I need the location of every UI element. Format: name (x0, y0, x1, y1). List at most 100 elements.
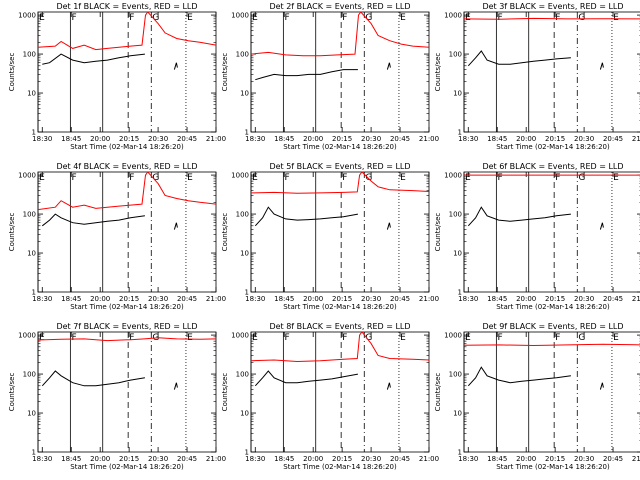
x-tick-label: 20:15 (119, 295, 139, 303)
y-tick-label: 100 (23, 51, 36, 59)
x-tick-label: 20:00 (303, 295, 323, 303)
x-tick-label: 20:00 (90, 455, 110, 463)
lld-series-line (250, 11, 430, 57)
events-series-line (467, 206, 571, 227)
mode-marker: G (578, 13, 585, 23)
y-tick-label: 1 (32, 129, 36, 137)
panel-title: Det 9f BLACK = Events, RED = LLD (482, 322, 623, 331)
y-axis-label: Counts/sec (8, 213, 16, 252)
y-axis-label: Counts/sec (221, 373, 229, 412)
x-tick-label: 18:30 (458, 135, 478, 143)
events-fragment-line (599, 222, 604, 230)
mode-marker: E (252, 173, 258, 183)
x-tick-label: 18:30 (32, 455, 52, 463)
x-tick-label: 18:45 (274, 455, 294, 463)
x-tick-label: 20:15 (545, 455, 565, 463)
mode-marker: G (578, 173, 585, 183)
mode-marker: G (578, 333, 585, 343)
mode-marker: E (187, 173, 193, 183)
events-series-line (42, 53, 145, 65)
mode-marker: F (342, 333, 347, 343)
y-tick-label: 100 (23, 371, 36, 379)
x-axis-label: Start Time (02-Mar-14 18:26:20) (496, 303, 610, 311)
x-tick-label: 20:00 (90, 135, 110, 143)
mode-marker: F (285, 173, 290, 183)
x-tick-label: 20:00 (90, 295, 110, 303)
mode-marker: F (129, 13, 134, 23)
x-tick-label: 18:45 (61, 135, 81, 143)
panel-title: Det 8f BLACK = Events, RED = LLD (269, 322, 410, 331)
mode-marker: E (613, 333, 619, 343)
x-tick-label: 20:00 (516, 295, 536, 303)
x-tick-label: 18:45 (487, 135, 507, 143)
x-tick-label: 18:45 (274, 135, 294, 143)
events-series-line (41, 213, 145, 227)
x-tick-label: 21:00 (632, 135, 640, 143)
x-tick-label: 20:30 (361, 455, 381, 463)
y-axis-label: Counts/sec (434, 373, 442, 412)
x-axis-label: Start Time (02-Mar-14 18:26:20) (283, 303, 397, 311)
plot-frame (463, 331, 640, 453)
panel-title: Det 5f BLACK = Events, RED = LLD (269, 162, 410, 171)
lld-series-line (463, 17, 640, 20)
events-series-line (41, 370, 145, 387)
x-tick-label: 20:30 (148, 295, 168, 303)
mode-marker: F (72, 13, 77, 23)
events-fragment-line (386, 382, 391, 390)
x-tick-label: 18:30 (458, 455, 478, 463)
panel-title: Det 1f BLACK = Events, RED = LLD (56, 2, 197, 11)
plot-frame (250, 11, 430, 133)
mode-marker: G (365, 333, 372, 343)
panel-det-8: Det 8f BLACK = Events, RED = LLD E F F G E 1 10… (221, 322, 439, 471)
y-tick-label: 1000 (18, 172, 36, 180)
y-tick-label: 1000 (231, 172, 249, 180)
plot-frame (37, 171, 217, 293)
x-tick-label: 18:30 (32, 135, 52, 143)
x-tick-label: 20:45 (603, 455, 623, 463)
y-tick-label: 10 (453, 90, 462, 98)
x-tick-label: 20:45 (177, 455, 197, 463)
x-tick-label: 20:45 (603, 135, 623, 143)
x-tick-label: 20:30 (148, 135, 168, 143)
mode-marker: E (613, 13, 619, 23)
mode-marker: F (498, 173, 503, 183)
events-series-line (254, 370, 358, 387)
x-tick-label: 21:00 (632, 295, 640, 303)
mode-marker: G (365, 13, 372, 23)
panel-title: Det 7f BLACK = Events, RED = LLD (56, 322, 197, 331)
mode-marker: G (152, 13, 159, 23)
y-tick-label: 10 (27, 250, 36, 258)
x-tick-label: 18:45 (487, 295, 507, 303)
events-fragment-line (599, 62, 604, 70)
y-tick-label: 1000 (18, 12, 36, 20)
y-tick-label: 1 (245, 289, 249, 297)
x-tick-label: 20:00 (516, 455, 536, 463)
mode-marker: E (39, 13, 45, 23)
x-tick-label: 18:30 (245, 295, 265, 303)
x-tick-label: 21:00 (632, 455, 640, 463)
panel-det-3: Det 3f BLACK = Events, RED = LLD E F F G E 1 10… (434, 2, 640, 151)
mode-marker: E (39, 333, 45, 343)
x-tick-label: 21:00 (206, 295, 226, 303)
mode-marker: F (498, 333, 503, 343)
mode-marker: F (72, 173, 77, 183)
x-tick-label: 20:45 (390, 455, 410, 463)
x-tick-label: 20:45 (603, 295, 623, 303)
x-axis-label: Start Time (02-Mar-14 18:26:20) (283, 463, 397, 471)
mode-marker: E (252, 13, 258, 23)
events-fragment-line (599, 382, 604, 390)
x-tick-label: 20:30 (361, 295, 381, 303)
x-tick-label: 18:30 (32, 295, 52, 303)
x-tick-label: 18:45 (61, 455, 81, 463)
mode-marker: E (400, 173, 406, 183)
y-tick-label: 10 (453, 250, 462, 258)
y-tick-label: 10 (27, 410, 36, 418)
x-tick-label: 20:00 (303, 455, 323, 463)
panel-det-5: Det 5f BLACK = Events, RED = LLD E F F G E 1 10… (221, 162, 439, 311)
lld-series-line (37, 171, 217, 211)
lld-series-line (250, 171, 430, 194)
x-tick-label: 20:45 (390, 135, 410, 143)
y-tick-label: 100 (236, 51, 249, 59)
y-tick-label: 1000 (231, 12, 249, 20)
x-tick-label: 20:15 (332, 135, 352, 143)
